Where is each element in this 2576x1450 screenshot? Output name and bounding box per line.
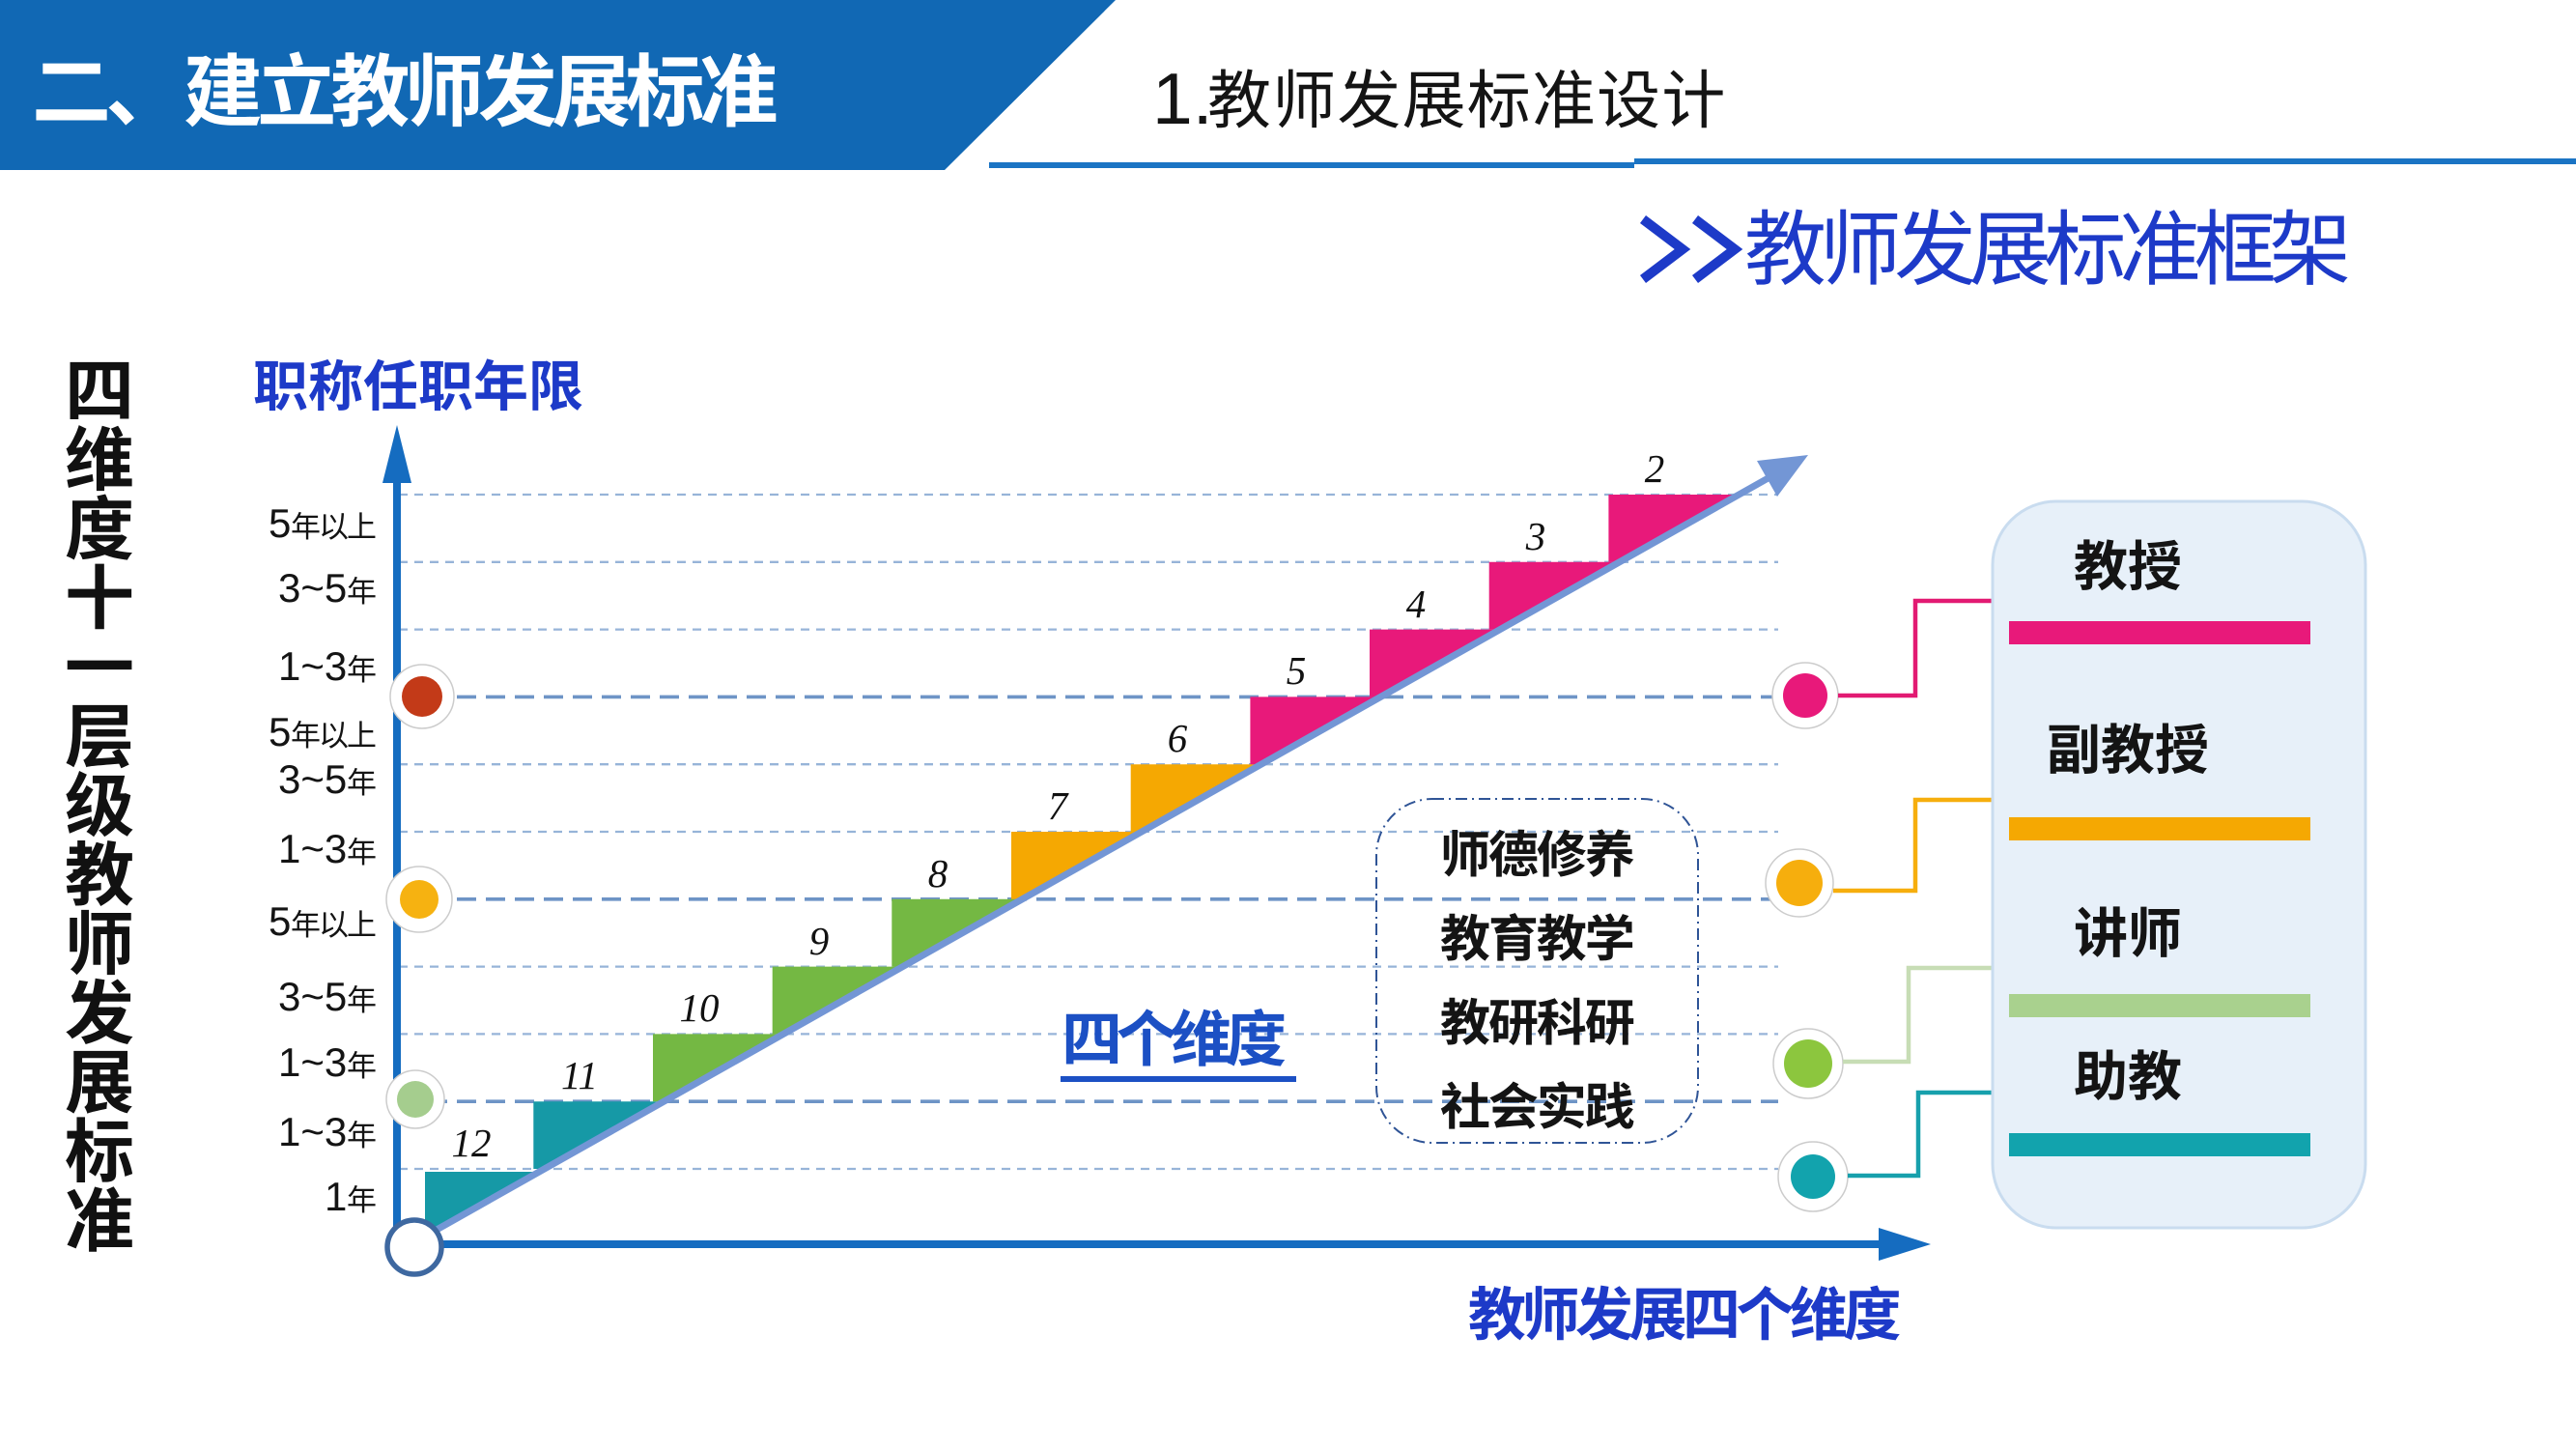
svg-text:3: 3 [1525,514,1546,558]
svg-text:10: 10 [680,985,720,1030]
svg-text:2: 2 [1645,446,1665,491]
svg-text:3~5: 3~5 [278,565,347,611]
svg-text:1~3: 1~3 [278,643,347,689]
svg-text:3~5: 3~5 [278,974,347,1019]
svg-text:5: 5 [269,500,291,546]
svg-text:3~5: 3~5 [278,756,347,802]
svg-text:6: 6 [1168,716,1188,760]
svg-text:5: 5 [1287,648,1307,693]
svg-text:7: 7 [1048,783,1069,828]
svg-text:1~3: 1~3 [278,1109,347,1154]
svg-text:5: 5 [269,898,291,944]
svg-text:1.: 1. [1152,58,1213,139]
svg-text:12: 12 [452,1121,492,1165]
svg-text:5: 5 [269,709,291,754]
svg-text:1~3: 1~3 [278,1039,347,1085]
svg-text:1~3: 1~3 [278,826,347,871]
svg-text:4: 4 [1406,582,1427,626]
svg-text:1: 1 [325,1174,347,1219]
svg-text:9: 9 [809,919,830,963]
svg-text:11: 11 [561,1053,598,1097]
svg-text:8: 8 [928,851,948,896]
